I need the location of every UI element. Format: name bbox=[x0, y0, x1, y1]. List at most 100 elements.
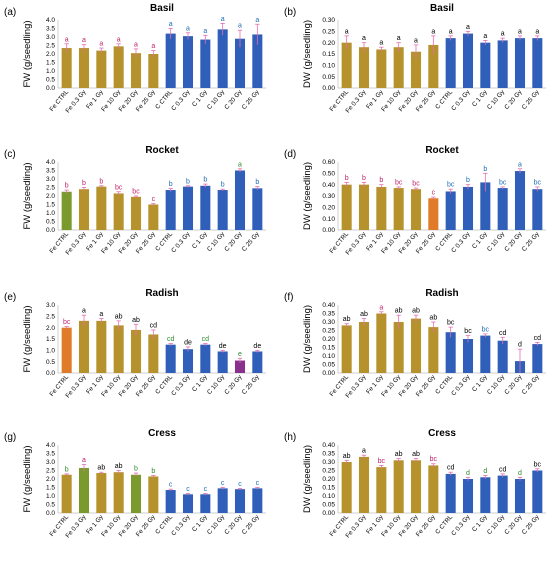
bar bbox=[480, 42, 491, 88]
y-tick-label: 0.20 bbox=[322, 40, 335, 47]
chart-title: Cress bbox=[428, 428, 456, 439]
significance-letter: ab bbox=[412, 308, 420, 315]
bar bbox=[200, 185, 211, 230]
y-tick-label: 0.05 bbox=[322, 362, 335, 369]
y-tick-label: 0.10 bbox=[322, 216, 335, 223]
chart-title: Rocket bbox=[425, 145, 459, 156]
significance-letter: a bbox=[134, 41, 138, 48]
x-tick-label: C 25 Gy bbox=[241, 513, 262, 536]
bar bbox=[532, 344, 543, 373]
bar bbox=[532, 189, 543, 230]
bar bbox=[182, 36, 194, 88]
significance-letter: a bbox=[221, 16, 225, 23]
y-tick-label: 0.50 bbox=[322, 171, 335, 178]
bar bbox=[376, 467, 387, 513]
chart-panel-6: (f) Radish DW (g/seedling) 0.000.05 0.100.15… bbox=[284, 288, 546, 399]
bar bbox=[462, 479, 474, 513]
y-tick-label: 0.10 bbox=[322, 353, 335, 360]
significance-letter: a bbox=[501, 31, 505, 38]
significance-letter: c bbox=[186, 486, 190, 493]
significance-letter: a bbox=[203, 28, 207, 35]
significance-letter: ab bbox=[395, 308, 403, 315]
y-tick-label: 0.10 bbox=[322, 493, 335, 500]
bar bbox=[376, 186, 387, 230]
y-tick-label: 0.25 bbox=[322, 29, 335, 36]
y-axis-label: DW (g/seedling) bbox=[302, 20, 313, 88]
bar bbox=[252, 351, 263, 373]
significance-letter: a bbox=[151, 43, 155, 50]
y-tick-label: 3.0 bbox=[46, 176, 55, 183]
significance-letter: bc bbox=[395, 179, 403, 186]
y-axis-label: DW (g/seedling) bbox=[302, 445, 313, 513]
significance-letter: a bbox=[466, 24, 470, 31]
bar bbox=[410, 189, 422, 230]
significance-letter: ab bbox=[395, 451, 403, 458]
significance-letter: cd bbox=[150, 322, 158, 329]
y-tick-label: 0.35 bbox=[322, 311, 335, 318]
bar bbox=[445, 332, 456, 373]
bar bbox=[497, 188, 508, 230]
significance-letter: b bbox=[186, 178, 190, 185]
bar bbox=[410, 51, 422, 88]
y-tick-label: 0.20 bbox=[322, 336, 335, 343]
bar bbox=[61, 48, 72, 88]
significance-letter: bc bbox=[447, 320, 455, 327]
y-tick-label: 0.05 bbox=[322, 502, 335, 509]
y-tick-label: 0.00 bbox=[322, 227, 335, 234]
bar bbox=[358, 184, 370, 230]
bar bbox=[78, 189, 90, 230]
y-tick-label: 1.0 bbox=[46, 210, 55, 217]
x-tick-label: C 0.3 Gy bbox=[450, 513, 472, 537]
x-tick-label: C 25 Gy bbox=[521, 230, 542, 253]
bar bbox=[341, 325, 352, 373]
chart-title: Rocket bbox=[145, 145, 179, 156]
x-tick-label: C 25 Gy bbox=[241, 88, 262, 111]
significance-letter: a bbox=[483, 33, 487, 40]
y-axis-label: FW (g/seedling) bbox=[22, 20, 33, 87]
chart-panel-2: (b) Basil DW (g/seedling) 0.00 0.05 0.10 0.15 0… bbox=[284, 3, 546, 114]
significance-letter: bc bbox=[378, 458, 386, 465]
y-tick-label: 0.05 bbox=[322, 74, 335, 81]
bar bbox=[234, 170, 246, 230]
bar bbox=[148, 334, 159, 373]
bar bbox=[165, 33, 176, 88]
significance-letter: ab bbox=[115, 313, 123, 320]
significance-letter: d bbox=[483, 468, 487, 475]
significance-letter: e bbox=[238, 351, 242, 358]
significance-letter: d bbox=[466, 470, 470, 477]
y-tick-label: 0.15 bbox=[322, 51, 335, 58]
panel-label: (d) bbox=[284, 149, 296, 160]
significance-letter: a bbox=[99, 311, 103, 318]
significance-letter: a bbox=[518, 161, 522, 168]
y-tick-label: 1.0 bbox=[46, 68, 55, 75]
y-tick-label: 3.5 bbox=[46, 451, 55, 458]
bar bbox=[410, 318, 422, 373]
bar bbox=[341, 184, 352, 230]
y-axis-label: DW (g/seedling) bbox=[302, 162, 313, 230]
bar bbox=[130, 474, 142, 513]
chart-title: Cress bbox=[148, 428, 176, 439]
y-tick-label: 0.30 bbox=[322, 193, 335, 200]
bar bbox=[532, 38, 543, 88]
significance-letter: b bbox=[82, 180, 86, 187]
significance-letter: ab bbox=[343, 453, 351, 460]
significance-letter: c bbox=[204, 486, 208, 493]
significance-letter: a bbox=[238, 161, 242, 168]
y-tick-label: 1.0 bbox=[46, 348, 55, 355]
y-tick-label: 2.0 bbox=[46, 476, 55, 483]
y-tick-label: 4.0 bbox=[46, 17, 55, 24]
bar bbox=[113, 325, 124, 373]
significance-letter: ab bbox=[115, 463, 123, 470]
significance-letter: de bbox=[219, 343, 227, 350]
y-tick-label: 0.40 bbox=[322, 302, 335, 309]
bar bbox=[182, 494, 194, 513]
bar bbox=[217, 190, 228, 230]
bar bbox=[96, 50, 107, 88]
y-tick-label: 0.0 bbox=[46, 227, 55, 234]
x-tick-label: C 25 Gy bbox=[521, 513, 542, 536]
x-tick-label: Fe 25 Gy bbox=[135, 513, 158, 538]
significance-letter: bc bbox=[132, 189, 140, 196]
x-tick-label: Fe 25 Gy bbox=[415, 230, 438, 255]
bar bbox=[96, 320, 107, 373]
